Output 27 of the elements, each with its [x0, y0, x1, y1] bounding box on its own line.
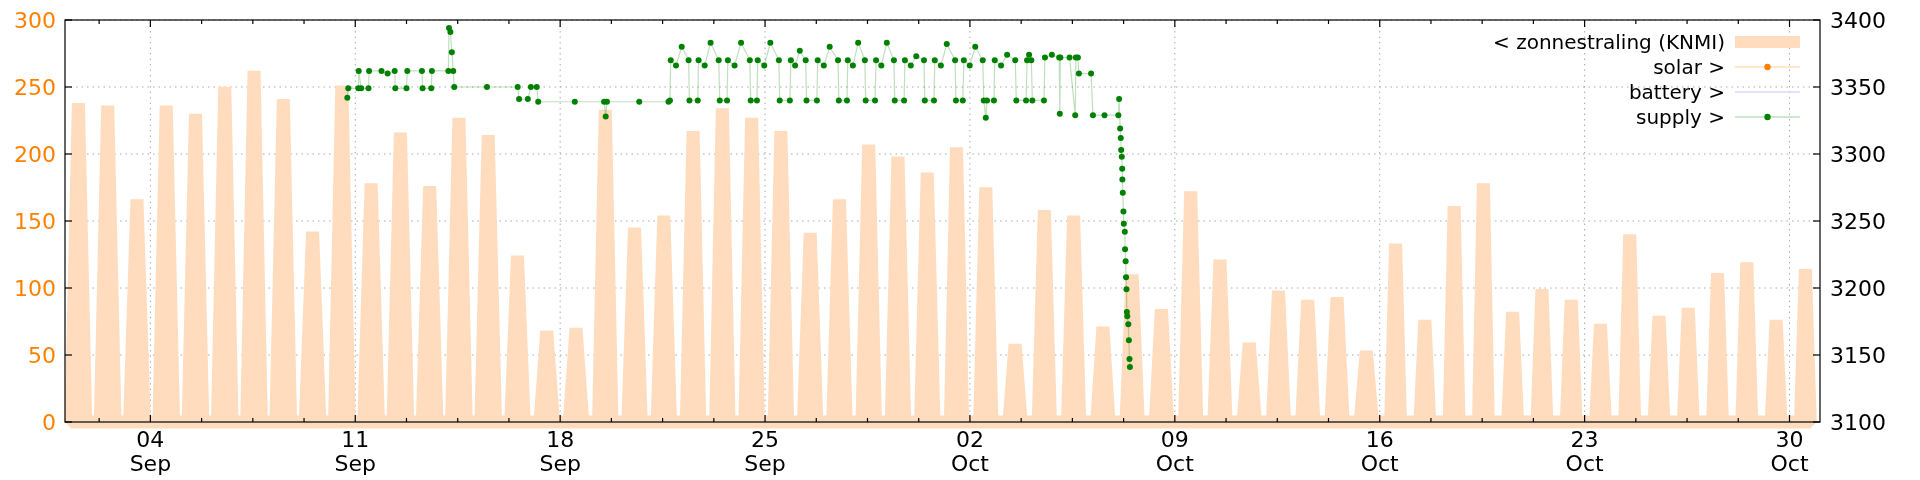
y2-tick-label: 3150	[1830, 342, 1886, 368]
y2-tick-label: 3300	[1830, 141, 1886, 167]
x-tick-label: 18 Sep	[539, 427, 581, 476]
legend-label: solar >	[1653, 55, 1725, 79]
legend-label: supply >	[1636, 105, 1725, 129]
y2-tick-label: 3350	[1830, 74, 1886, 100]
y-tick-label: 0	[42, 409, 56, 435]
x-tick-label: 16 Oct	[1360, 427, 1400, 476]
x-tick-label: 23 Oct	[1565, 427, 1605, 476]
x-tick-label: 09 Oct	[1155, 427, 1195, 476]
x-tick-label: 30 Oct	[1770, 427, 1809, 476]
y-tick-label: 50	[28, 342, 56, 368]
legend-label: battery >	[1628, 80, 1725, 104]
y-tick-label: 250	[14, 74, 56, 100]
y2-tick-label: 3200	[1830, 275, 1886, 301]
y2-tick-label: 3400	[1830, 7, 1886, 33]
y-tick-label: 100	[14, 275, 56, 301]
y-tick-label: 150	[14, 208, 56, 234]
y-tick-label: 300	[14, 7, 56, 33]
y2-tick-label: 3250	[1830, 208, 1886, 234]
x-tick-label: 02 Oct	[950, 427, 990, 476]
y2-tick-label: 3100	[1830, 409, 1886, 435]
y-tick-label: 200	[14, 141, 56, 167]
legend-label: < zonnestraling (KNMI)	[1493, 30, 1725, 54]
x-tick-label: 25 Sep	[744, 427, 786, 476]
x-tick-label: 11 Sep	[334, 427, 376, 476]
x-tick-label: 04 Sep	[129, 427, 172, 476]
